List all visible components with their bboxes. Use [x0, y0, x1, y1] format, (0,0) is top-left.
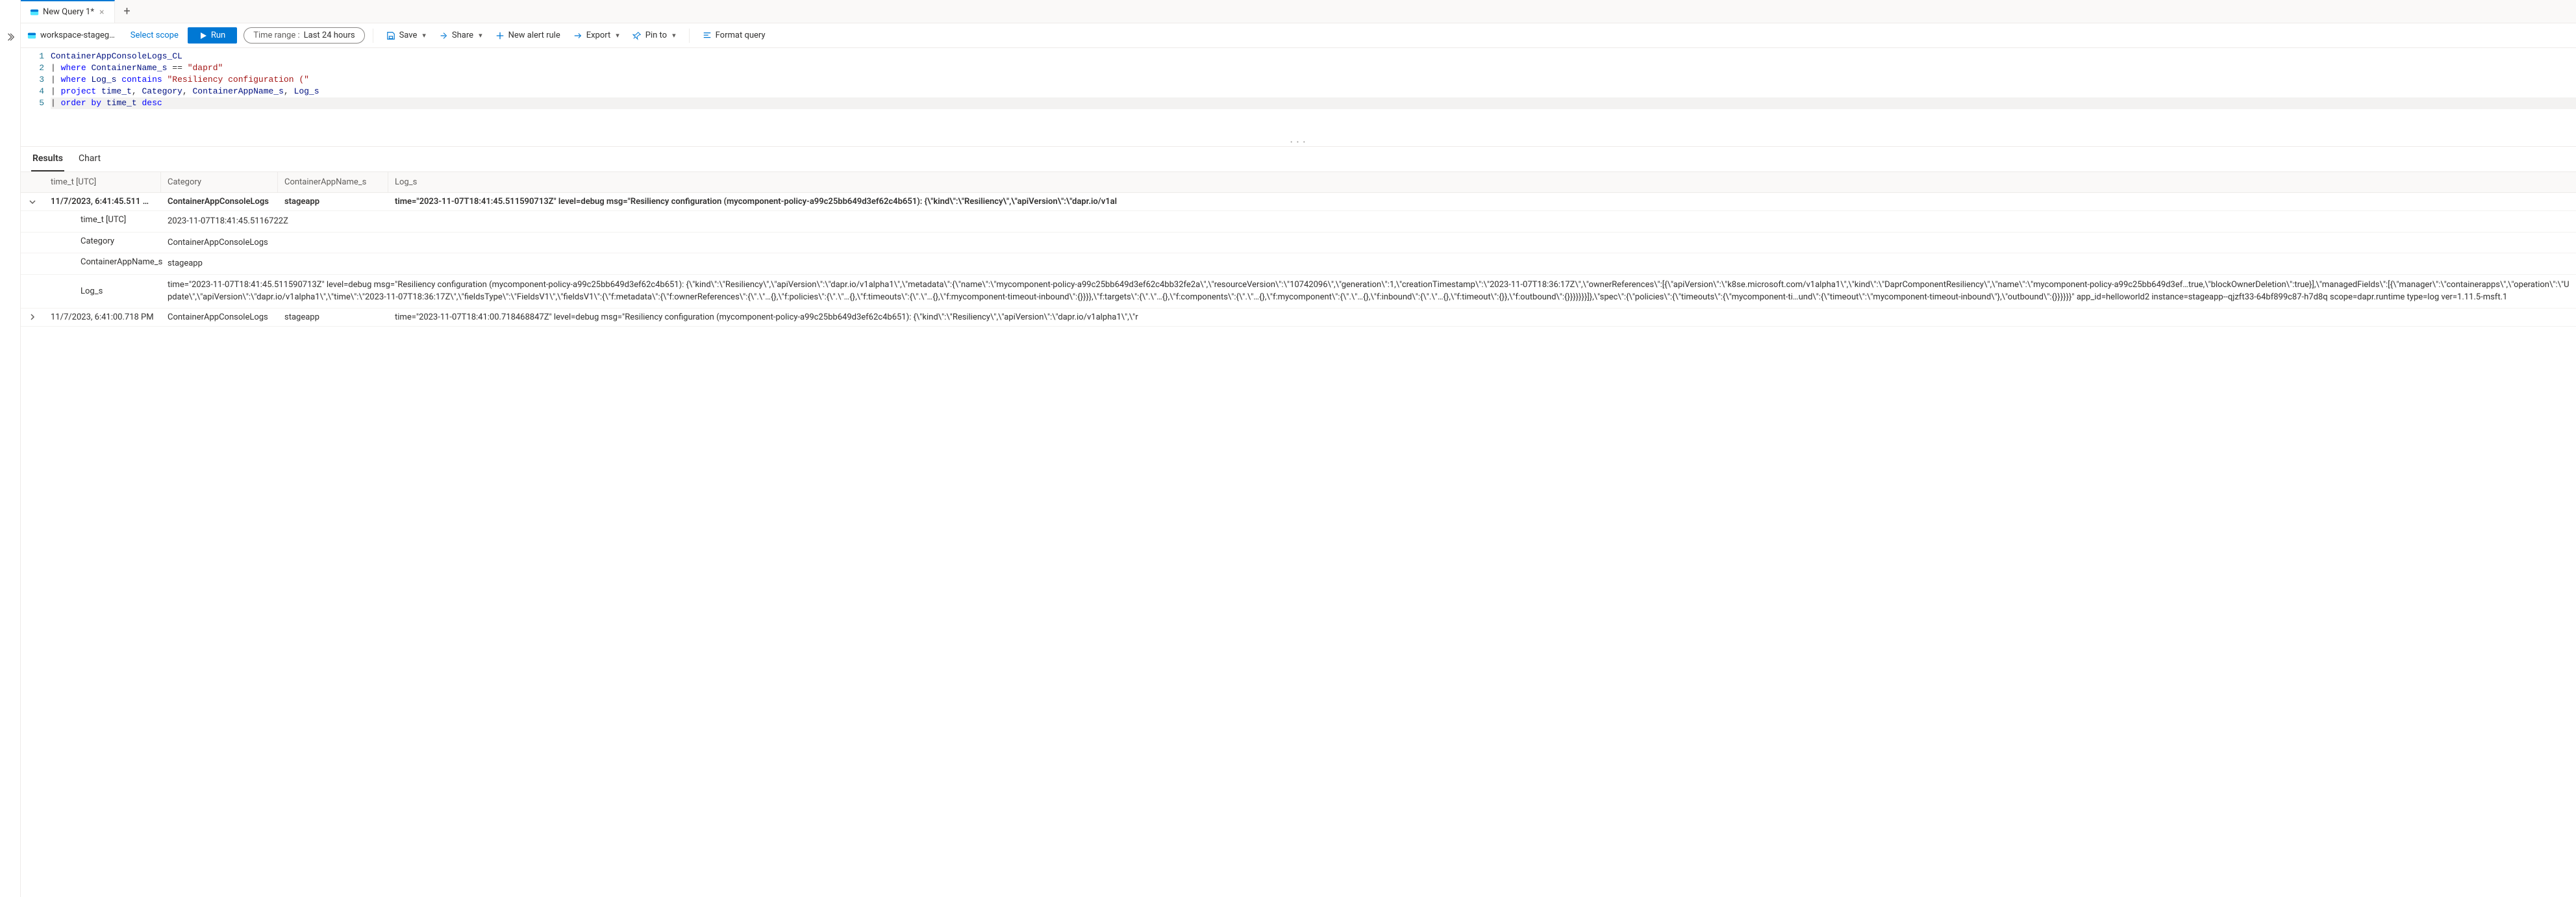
time-range-value: Last 24 hours [304, 31, 355, 40]
cell-app: stageapp [278, 193, 388, 210]
cell-category: ContainerAppConsoleLogs [161, 193, 278, 210]
time-range-label: Time range : [253, 31, 299, 40]
results-grid: time_t [UTC] Category ContainerAppName_s… [21, 172, 2576, 327]
detail-key: Log_s [44, 275, 161, 308]
code-area[interactable]: ContainerAppConsoleLogs_CL | where Conta… [51, 51, 2576, 139]
query-tab-title: New Query 1* [43, 7, 94, 17]
line-number: 1 [21, 51, 44, 62]
expand-row-icon[interactable] [21, 194, 44, 210]
export-icon [573, 31, 582, 40]
expand-row-icon[interactable] [21, 309, 44, 325]
pin-icon [632, 31, 642, 40]
run-label: Run [211, 31, 225, 40]
new-alert-button[interactable]: New alert rule [490, 28, 566, 43]
expand-column-header [21, 172, 44, 192]
column-header-app[interactable]: ContainerAppName_s [278, 172, 388, 192]
line-number: 2 [21, 62, 44, 74]
cell-app: stageapp [278, 309, 388, 326]
export-label: Export [586, 31, 611, 40]
detail-row: Log_s time="2023-11-07T18:41:45.51159071… [21, 275, 2576, 309]
query-tab[interactable]: New Query 1* × [21, 0, 115, 23]
detail-key: ContainerAppName_s [44, 253, 161, 274]
detail-row: time_t [UTC] 2023-11-07T18:41:45.5116722… [21, 211, 2576, 233]
expand-rail-icon[interactable] [6, 32, 15, 42]
format-label: Format query [716, 31, 766, 40]
toolbar: workspace-stageg… Select scope Run Time … [21, 23, 2576, 48]
view-tabs: Results Chart [21, 147, 2576, 172]
separator [689, 29, 690, 43]
save-label: Save [399, 31, 418, 40]
pin-button[interactable]: Pin to ▾ [627, 28, 681, 43]
query-editor[interactable]: 1 2 3 4 5 ContainerAppConsoleLogs_CL | w… [21, 48, 2576, 139]
select-scope-link[interactable]: Select scope [124, 28, 185, 43]
detail-row: Category ContainerAppConsoleLogs [21, 233, 2576, 254]
column-header-category[interactable]: Category [161, 172, 278, 192]
format-icon [703, 31, 712, 40]
query-tabs-bar: New Query 1* × + [21, 0, 2576, 23]
plus-icon [495, 31, 505, 40]
left-rail [0, 0, 21, 897]
time-range-picker[interactable]: Time range : Last 24 hours [244, 27, 364, 44]
chevron-down-icon: ▾ [479, 31, 482, 40]
share-label: Share [452, 31, 473, 40]
share-button[interactable]: Share ▾ [434, 28, 488, 43]
save-button[interactable]: Save ▾ [381, 28, 431, 43]
column-header-log[interactable]: Log_s [388, 172, 2576, 192]
format-button[interactable]: Format query [697, 28, 771, 43]
line-number: 4 [21, 86, 44, 97]
workspace-icon [27, 31, 36, 40]
run-button[interactable]: Run [188, 27, 237, 44]
detail-value: time="2023-11-07T18:41:45.511590713Z" le… [161, 275, 2576, 308]
line-number: 3 [21, 74, 44, 86]
detail-key: time_t [UTC] [44, 211, 161, 232]
save-icon [386, 31, 395, 40]
chevron-down-icon: ▾ [672, 31, 676, 40]
cell-time: 11/7/2023, 6:41:00.718 PM [44, 309, 161, 326]
workspace-selector[interactable]: workspace-stageg… [27, 31, 121, 40]
tab-chart[interactable]: Chart [77, 147, 102, 171]
share-icon [439, 31, 448, 40]
detail-value: 2023-11-07T18:41:45.5116722Z [161, 211, 2576, 232]
cell-log: time="2023-11-07T18:41:45.511590713Z" le… [388, 193, 2576, 210]
cell-log: time="2023-11-07T18:41:00.718468847Z" le… [388, 309, 2576, 326]
detail-row: ContainerAppName_s stageapp [21, 253, 2576, 275]
chevron-down-icon: ▾ [422, 31, 426, 40]
close-tab-icon[interactable]: × [98, 7, 105, 18]
detail-key: Category [44, 233, 161, 253]
workspace-name: workspace-stageg… [40, 31, 115, 40]
cell-category: ContainerAppConsoleLogs [161, 309, 278, 326]
results-header-row: time_t [UTC] Category ContainerAppName_s… [21, 172, 2576, 193]
line-number: 5 [21, 97, 44, 109]
chevron-down-icon: ▾ [616, 31, 619, 40]
column-header-time[interactable]: time_t [UTC] [44, 172, 161, 192]
workspace-icon [30, 8, 39, 17]
line-gutter: 1 2 3 4 5 [21, 51, 51, 139]
export-button[interactable]: Export ▾ [568, 28, 625, 43]
table-row[interactable]: 11/7/2023, 6:41:45.511 … ContainerAppCon… [21, 193, 2576, 211]
detail-value: ContainerAppConsoleLogs [161, 233, 2576, 253]
detail-value: stageapp [161, 253, 2576, 274]
new-alert-label: New alert rule [508, 31, 560, 40]
tab-results[interactable]: Results [31, 147, 64, 171]
play-icon [199, 32, 207, 40]
cell-time: 11/7/2023, 6:41:45.511 … [44, 193, 161, 210]
add-tab-button[interactable]: + [115, 0, 138, 23]
splitter-handle[interactable]: • • • [21, 139, 2576, 147]
table-row[interactable]: 11/7/2023, 6:41:00.718 PM ContainerAppCo… [21, 309, 2576, 327]
pin-label: Pin to [645, 31, 667, 40]
